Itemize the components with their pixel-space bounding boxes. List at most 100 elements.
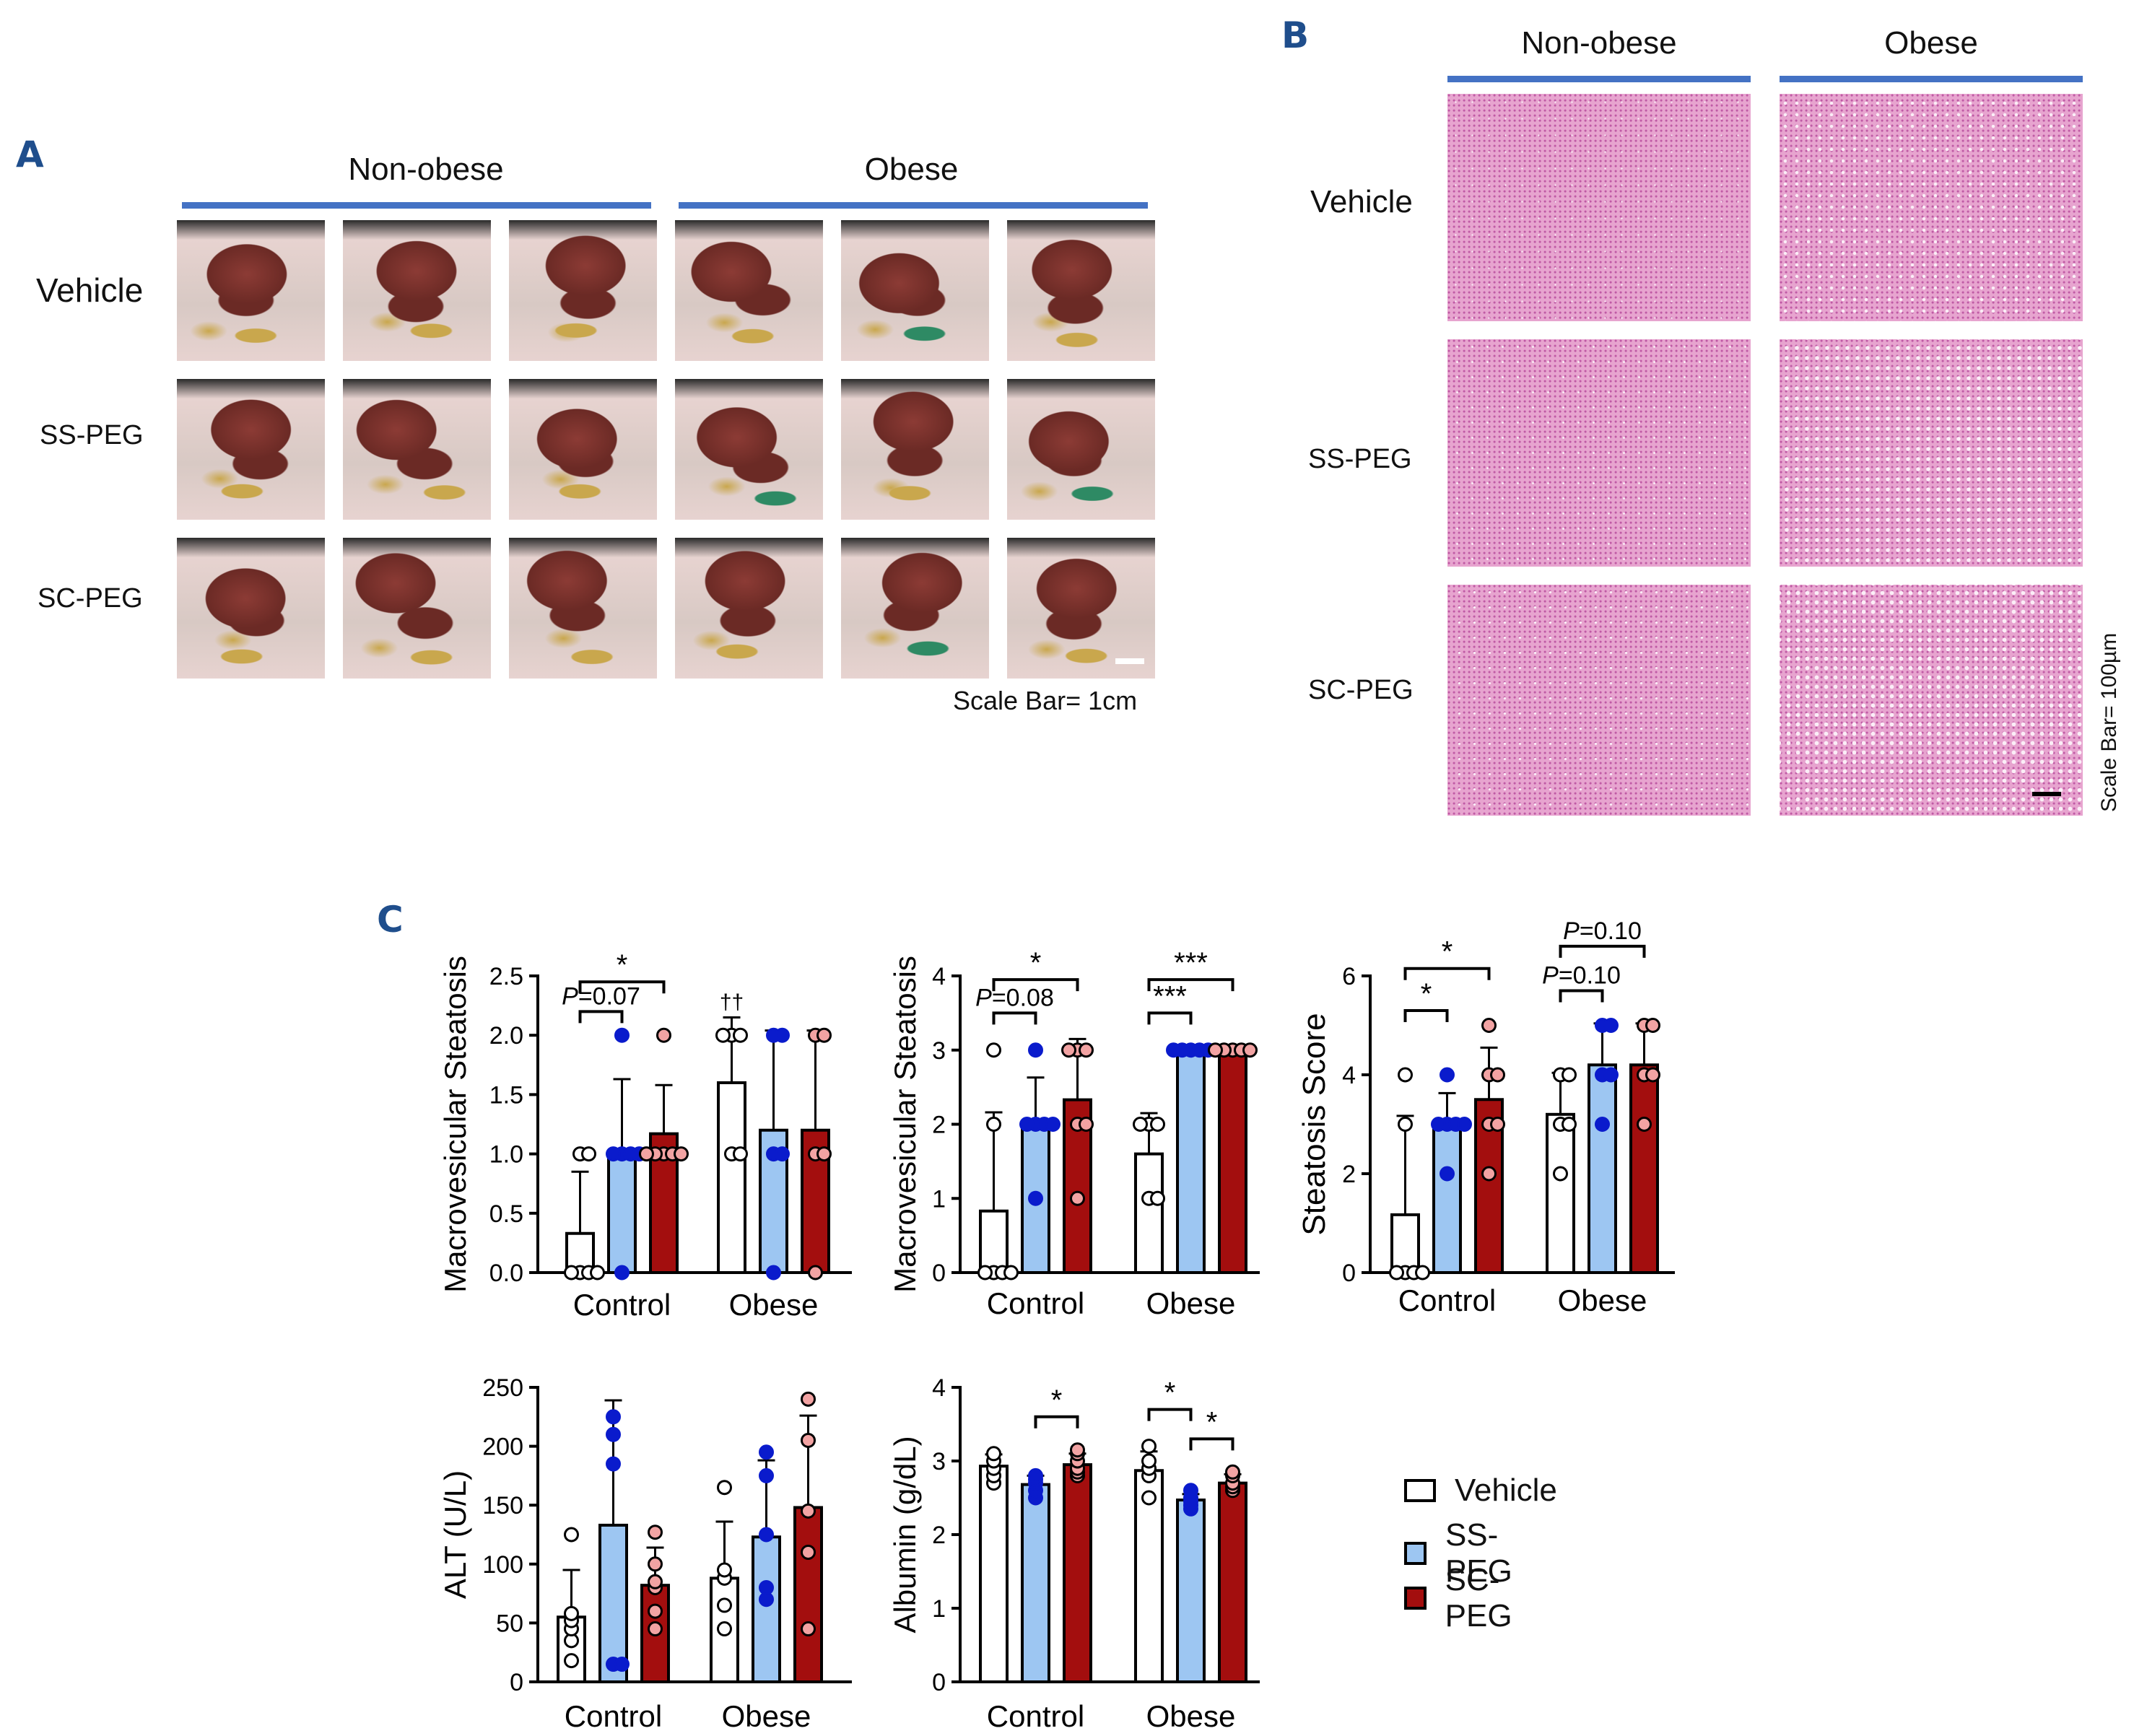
chart-1-category-obese: Obese <box>729 1288 819 1322</box>
chart-1-bracket-1 <box>578 980 666 994</box>
panel-a-photo-sc-peg-1 <box>177 538 325 679</box>
chart-1-category-control: Control <box>573 1288 671 1322</box>
chart-3-point-sc-peg-control-3 <box>1490 1117 1505 1132</box>
chart-1-ytick-label-2: 1.0 <box>489 1141 523 1169</box>
chart-5-bar-ss-peg-control <box>1021 1483 1050 1683</box>
chart-1-ytick-label-1: 0.5 <box>489 1200 523 1228</box>
panel-a-scale-bar <box>1115 658 1144 664</box>
chart-1-point-vehicle-obese-5 <box>715 1027 731 1043</box>
chart-2-annotation-2-p: P <box>975 984 992 1011</box>
chart-2-ytick-label-4: 4 <box>932 963 946 990</box>
chart-2-annotation-3: *** <box>1174 947 1208 979</box>
chart-1-point-vehicle-obese-4 <box>733 1027 748 1043</box>
chart-2-point-sc-peg-control-3 <box>1079 1117 1094 1132</box>
chart-1-point-ss-peg-obese-1 <box>766 1265 781 1281</box>
legend-label-sc-peg: SC-PEG <box>1445 1562 1512 1634</box>
chart-3-annotation-4: P=0.10 <box>1542 962 1621 990</box>
chart-1-bar-ss-peg-control <box>607 1152 637 1274</box>
panel-a-photo-vehicle-6 <box>1007 220 1155 361</box>
chart-5-ytick-label-1: 1 <box>932 1595 946 1623</box>
chart-3-annotation-4-p: P <box>1542 962 1559 990</box>
chart-2-point-ss-peg-control-6 <box>1028 1042 1043 1058</box>
legend-item-ss-peg: SS-PEG <box>1404 1517 1522 1589</box>
panel-a-photo-ss-peg-4 <box>675 379 823 520</box>
chart-3-bracket-3 <box>1559 944 1646 958</box>
chart-3-point-ss-peg-control-4 <box>1431 1117 1446 1132</box>
chart-1-point-sc-peg-control-4 <box>674 1146 689 1162</box>
panel-b-row-label-vehicle: Vehicle <box>1310 184 1413 219</box>
panel-b-histo-sc-peg-obese <box>1780 585 2083 816</box>
chart-4-point-sc-peg-control-2 <box>648 1603 663 1619</box>
chart-3-point-ss-peg-control-1 <box>1440 1166 1455 1182</box>
chart-1-point-sc-peg-obese-1 <box>808 1265 823 1281</box>
panel-a-photo-sc-peg-4 <box>675 538 823 679</box>
chart-5-ytick-label-3: 3 <box>932 1448 946 1475</box>
chart-2-annotation-1: * <box>1030 947 1042 979</box>
chart-1-point-sc-peg-control-5 <box>639 1146 654 1162</box>
chart-2-point-vehicle-obese-5 <box>1133 1117 1148 1132</box>
legend-item-sc-peg: SC-PEG <box>1404 1562 1522 1634</box>
chart-2-bar-sc-peg-obese <box>1218 1048 1247 1274</box>
panel-b-header-non-obese: Non-obese <box>1521 25 1677 61</box>
chart-2-point-vehicle-obese-4 <box>1150 1117 1165 1132</box>
chart-1-point-ss-peg-control-1 <box>614 1265 630 1281</box>
chart-1-ytick-label-5: 2.5 <box>489 963 523 990</box>
chart-5-point-vehicle-obese-4 <box>1141 1453 1157 1469</box>
chart-5-point-ss-peg-control-5 <box>1028 1467 1043 1483</box>
chart-4-point-ss-peg-obese-4 <box>759 1467 774 1483</box>
chart-4-point-ss-peg-obese-3 <box>759 1527 774 1543</box>
chart-5-annotation-3: * <box>1206 1406 1218 1438</box>
chart-1-bar-vehicle-obese <box>717 1081 746 1274</box>
chart-4-point-ss-peg-control-5 <box>606 1409 621 1425</box>
chart-5-point-sc-peg-obese-5 <box>1225 1464 1240 1480</box>
chart-5-point-vehicle-obese-5 <box>1141 1439 1157 1454</box>
chart-2-ylabel: Macrovesicular Steatosis <box>888 956 922 1293</box>
chart-5-ytick-label-2: 2 <box>932 1522 946 1549</box>
chart-2-point-ss-peg-control-1 <box>1028 1190 1043 1206</box>
chart-3-point-vehicle-obese-1 <box>1553 1166 1568 1182</box>
panel-b-group-line-non-obese <box>1447 76 1751 82</box>
chart-5-bracket-1 <box>1034 1415 1079 1429</box>
chart-2-bar-vehicle-obese <box>1134 1152 1164 1274</box>
legend-item-vehicle: Vehicle <box>1404 1473 1557 1509</box>
chart-5-ytick-label-0: 0 <box>932 1669 946 1696</box>
chart-1-ytick-label-4: 2.0 <box>489 1022 523 1050</box>
chart-5-bar-sc-peg-control <box>1063 1463 1092 1683</box>
chart-4-bar-sc-peg-obese <box>793 1506 823 1684</box>
chart-1-annotation-2-p: P <box>562 982 578 1010</box>
chart-3-point-ss-peg-obese-1 <box>1595 1117 1610 1132</box>
chart-2-point-ss-peg-control-5 <box>1045 1117 1061 1132</box>
chart-4-ytick-label-1: 50 <box>496 1610 523 1637</box>
chart-5-bar-vehicle-control <box>979 1465 1009 1683</box>
chart-5-point-ss-peg-obese-5 <box>1183 1483 1198 1499</box>
chart-1-bracket-2 <box>578 1010 624 1024</box>
chart-3-point-vehicle-control-4 <box>1415 1265 1430 1281</box>
panel-a-photo-sc-peg-5 <box>841 538 989 679</box>
chart-3-point-vehicle-control-6 <box>1398 1067 1413 1083</box>
chart-4-point-sc-peg-obese-2 <box>801 1544 816 1560</box>
legend-label-ss-peg: SS-PEG <box>1445 1517 1512 1589</box>
panel-b-scale-bar <box>2032 792 2061 796</box>
chart-4-ytick-label-0: 0 <box>510 1669 523 1696</box>
chart-4-point-vehicle-obese-5 <box>717 1480 732 1496</box>
chart-2-point-sc-peg-control-6 <box>1061 1042 1076 1058</box>
chart-2-annotation-2-value: =0.08 <box>992 984 1054 1011</box>
panel-a-row-label-vehicle: Vehicle <box>36 271 144 309</box>
chart-4-point-vehicle-control-5 <box>564 1605 579 1621</box>
chart-5-ylabel: Albumin (g/dL) <box>888 1436 922 1633</box>
chart-2-point-vehicle-control-6 <box>986 1042 1001 1058</box>
chart-3-category-obese: Obese <box>1558 1283 1647 1317</box>
chart-1-point-ss-peg-obese-3 <box>775 1146 790 1162</box>
panel-a-group-line-obese <box>679 202 1148 209</box>
chart-2-point-ss-peg-obese-5 <box>1166 1042 1181 1058</box>
chart-2-bracket-4 <box>1147 1011 1193 1025</box>
chart-1-annotation-3: †† <box>720 990 744 1014</box>
chart-5-category-obese: Obese <box>1146 1699 1236 1733</box>
chart-1-point-sc-peg-obese-5 <box>816 1027 832 1043</box>
chart-4-point-sc-peg-control-5 <box>648 1556 663 1572</box>
chart-3-ylabel: Steatosis Score <box>1297 1013 1332 1235</box>
chart-1-ytick-label-0: 0.0 <box>489 1260 523 1287</box>
chart-4-point-sc-peg-obese-1 <box>801 1621 816 1637</box>
chart-1-ylabel: Macrovesicular Steatosis <box>438 956 472 1293</box>
